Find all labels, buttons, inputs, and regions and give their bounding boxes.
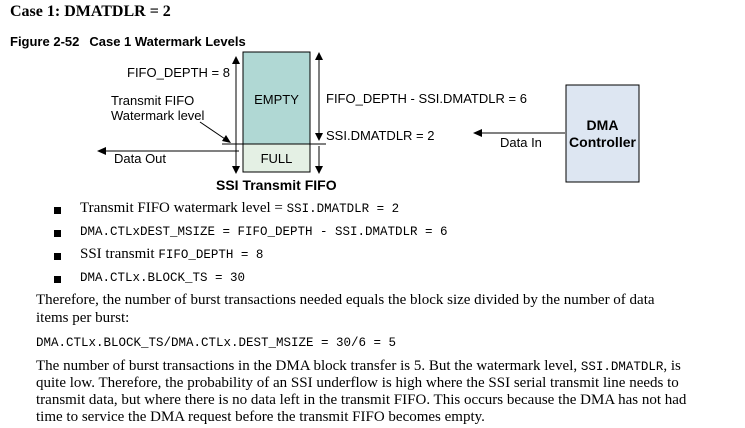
data-in-label: Data In: [500, 135, 542, 150]
data-out-label: Data Out: [114, 151, 167, 166]
fifo-full-label: FULL: [260, 151, 293, 166]
section-heading: Case 1: DMATDLR = 2: [10, 3, 171, 20]
paragraph-burst-line2: items per burst:: [36, 310, 130, 326]
figure-title: Case 1 Watermark Levels: [89, 34, 246, 49]
fifo-depth-arrow-head-up: [232, 56, 240, 64]
list-item: DMA.CTLx.BLOCK_TS = 30: [50, 266, 448, 289]
depth-minus-arrow-head-up: [315, 52, 323, 60]
dmatdlr-label: SSI.DMATDLR = 2: [326, 128, 435, 143]
paragraph-underflow-line1: The number of burst transactions in the …: [36, 358, 681, 374]
watermark-pointer: [199, 121, 229, 142]
depth-minus-arrow-head-down: [315, 133, 323, 141]
paragraph-underflow-line2: quite low. Therefore, the probability of…: [36, 375, 679, 391]
formula: DMA.CTLx.BLOCK_TS/DMA.CTLx.DEST_MSIZE = …: [36, 336, 397, 350]
fifo-depth-label: FIFO_DEPTH = 8: [127, 65, 230, 80]
list-item: DMA.CTLxDEST_MSIZE = FIFO_DEPTH - SSI.DM…: [50, 220, 448, 243]
watermark-pointer-head: [222, 135, 231, 143]
fifo-title: SSI Transmit FIFO: [216, 177, 337, 193]
watermark-label-line2: Watermark level: [111, 108, 205, 123]
list-item: SSI transmit FIFO_DEPTH = 8: [50, 243, 448, 266]
dma-label-line2: Controller: [569, 134, 636, 150]
dma-controller-box: [565, 84, 640, 183]
data-out-arrow-head: [97, 147, 106, 155]
paragraph-burst-line1: Therefore, the number of burst transacti…: [36, 292, 655, 308]
fifo-full-region: [242, 143, 311, 173]
watermark-label-line1: Transmit FIFO: [111, 93, 195, 108]
paragraph-underflow-line3: transmit data, but where there is no dat…: [36, 392, 687, 408]
paragraph-underflow-line4: time to service the DMA request before t…: [36, 409, 485, 425]
dma-label-line1: DMA: [586, 117, 619, 133]
figure-number: Figure 2-52: [10, 34, 80, 49]
fifo-empty-region: [242, 51, 311, 145]
fifo-depth-arrow-head-down: [232, 166, 240, 174]
dmatdlr-arrow-head: [315, 166, 323, 174]
watermark-diagram: [97, 51, 640, 183]
depth-minus-label: FIFO_DEPTH - SSI.DMATDLR = 6: [326, 91, 527, 106]
data-in-arrow-head: [473, 129, 482, 137]
fifo-empty-label: EMPTY: [254, 92, 299, 107]
list-item: Transmit FIFO watermark level = SSI.DMAT…: [50, 197, 448, 220]
figure-caption: Figure 2-52 Case 1 Watermark Levels: [10, 34, 246, 49]
bullet-list: Transmit FIFO watermark level = SSI.DMAT…: [50, 197, 448, 289]
